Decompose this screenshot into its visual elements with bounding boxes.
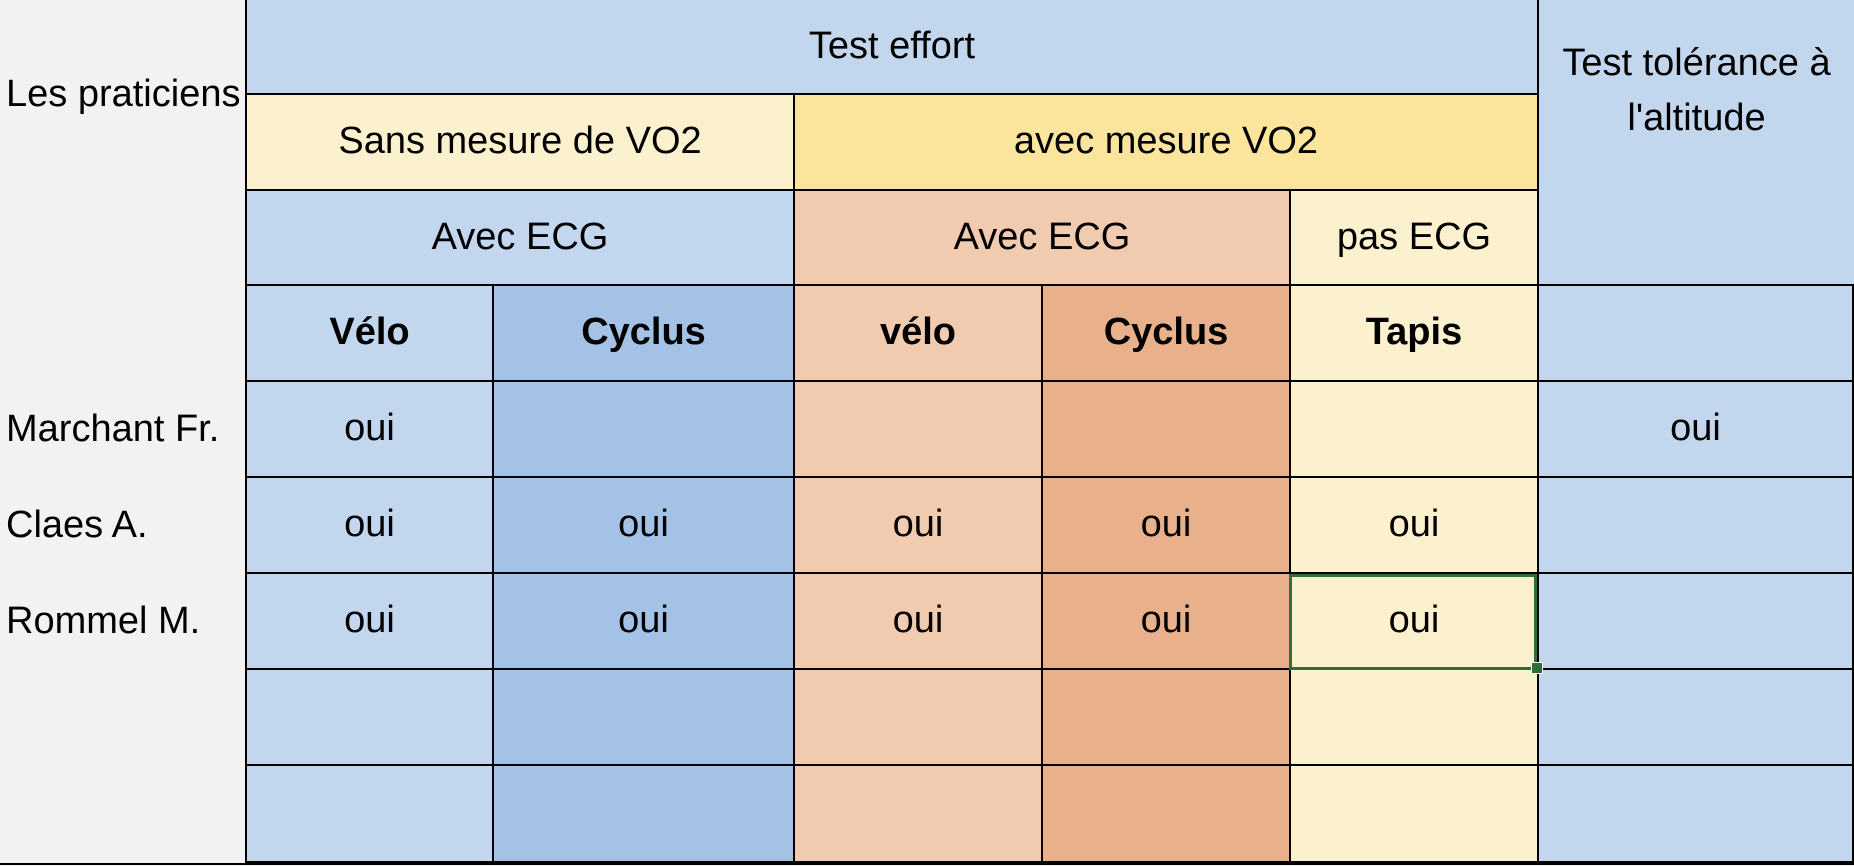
header-avec-ecg-2[interactable]: Avec ECG [793,191,1289,286]
header-avec-ecg-1[interactable]: Avec ECG [245,191,793,286]
cell-velo-avec[interactable]: oui [793,574,1041,670]
row-label[interactable]: Marchant Fr. [0,382,245,478]
cell-cyclus-sans[interactable] [492,670,793,766]
cell-cyclus-sans[interactable]: oui [492,478,793,574]
column-header-velo-sans[interactable]: Vélo [245,286,492,382]
cell-velo-sans[interactable]: oui [245,382,492,478]
cell-cyclus-sans[interactable] [492,382,793,478]
cell-altitude[interactable] [1537,766,1854,863]
row-label[interactable]: Rommel M. [0,574,245,670]
sheet-bottom-border [0,863,1854,865]
cell-tapis[interactable] [1289,670,1537,766]
column-header-cyclus-sans[interactable]: Cyclus [492,286,793,382]
cell-velo-avec[interactable] [793,766,1041,863]
cell-tapis[interactable]: oui [1289,478,1537,574]
column-header-altitude[interactable] [1537,286,1854,382]
cell-cyclus-avec[interactable]: oui [1041,574,1289,670]
row-label[interactable] [0,766,245,863]
cell-velo-sans[interactable]: oui [245,574,492,670]
header-altitude[interactable]: Test tolérance à l'altitude [1537,0,1854,286]
row-label[interactable] [0,670,245,766]
fill-handle[interactable] [1531,662,1543,674]
header-sans-vo2[interactable]: Sans mesure de VO2 [245,95,793,191]
cell-tapis[interactable] [1289,766,1537,863]
cell-cyclus-avec[interactable]: oui [1041,478,1289,574]
cell-velo-sans[interactable] [245,670,492,766]
column-header-velo-avec[interactable]: vélo [793,286,1041,382]
cell-altitude[interactable] [1537,670,1854,766]
cell-altitude[interactable]: oui [1537,382,1854,478]
column-header-cyclus-avec[interactable]: Cyclus [1041,286,1289,382]
cell-cyclus-sans[interactable] [492,766,793,863]
cell-velo-avec[interactable] [793,670,1041,766]
cell-velo-sans[interactable] [245,766,492,863]
cell-cyclus-avec[interactable] [1041,670,1289,766]
column-header-tapis[interactable]: Tapis [1289,286,1537,382]
cell-altitude[interactable] [1537,574,1854,670]
cell-cyclus-avec[interactable] [1041,382,1289,478]
cell-altitude[interactable] [1537,478,1854,574]
cell-cyclus-avec[interactable] [1041,766,1289,863]
cell-cyclus-sans[interactable]: oui [492,574,793,670]
row-label[interactable]: Claes A. [0,478,245,574]
header-test-effort[interactable]: Test effort [245,0,1537,95]
cell-tapis[interactable] [1289,382,1537,478]
header-pas-ecg[interactable]: pas ECG [1289,191,1537,286]
header-avec-vo2[interactable]: avec mesure VO2 [793,95,1537,191]
cell-tapis[interactable]: oui [1289,574,1543,674]
cell-velo-sans[interactable]: oui [245,478,492,574]
practitioners-label[interactable]: Les praticiens [0,0,245,190]
cell-velo-avec[interactable] [793,382,1041,478]
cell-velo-avec[interactable]: oui [793,478,1041,574]
